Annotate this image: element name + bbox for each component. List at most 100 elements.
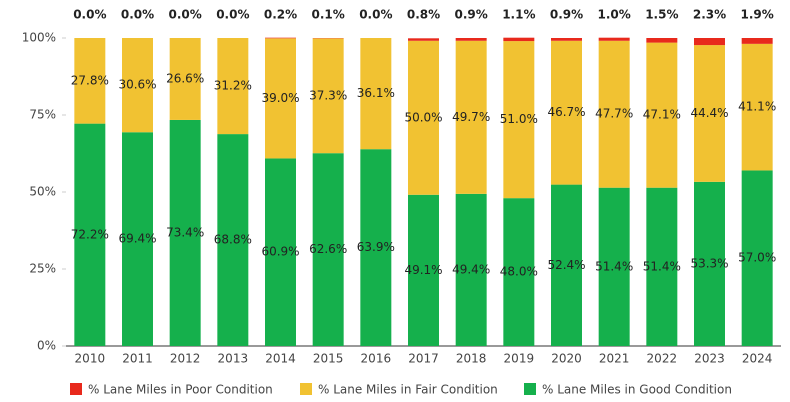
bar-segment (551, 40, 582, 185)
data-label: 69.4% (118, 232, 156, 246)
bar-segment (646, 42, 678, 188)
x-tick-label: 2015 (313, 352, 344, 366)
bar-segment (455, 38, 487, 41)
legend-label: % Lane Miles in Good Condition (542, 383, 732, 397)
bar-segment (408, 40, 439, 195)
data-label: 51.4% (643, 259, 681, 273)
bar-segment (265, 158, 296, 346)
x-tick-label: 2021 (599, 352, 630, 366)
x-tick-label: 2020 (551, 352, 582, 366)
bar-segment (408, 194, 439, 346)
data-label: 0.0% (73, 8, 106, 22)
bar-segment (503, 41, 535, 199)
bar-segment (551, 184, 582, 346)
data-label: 60.9% (261, 245, 299, 259)
data-label: 0.9% (455, 8, 488, 22)
bar-segment (360, 38, 392, 150)
bar-segment (598, 187, 630, 346)
data-label: 63.9% (357, 240, 395, 254)
x-tick-label: 2016 (361, 352, 392, 366)
bar-segment (503, 198, 535, 346)
data-label: 49.4% (452, 262, 490, 276)
bar-segment (503, 37, 535, 42)
data-label: 57.0% (738, 251, 776, 265)
legend-swatch (524, 383, 536, 395)
data-label: 72.2% (71, 227, 109, 241)
bar-segment (646, 38, 678, 43)
data-label: 1.5% (645, 8, 678, 22)
x-tick-label: 2018 (456, 352, 487, 366)
y-tick-label: 75% (29, 108, 56, 122)
data-label: 47.1% (643, 108, 681, 122)
data-label: 0.0% (216, 8, 249, 22)
data-label: 49.7% (452, 110, 490, 124)
data-label: 30.6% (118, 78, 156, 92)
data-label: 52.4% (547, 258, 585, 272)
data-label: 53.3% (690, 256, 728, 270)
bar-segment (741, 43, 773, 171)
data-label: 31.2% (214, 79, 252, 93)
x-tick-label: 2010 (75, 352, 106, 366)
bar-segment (455, 193, 487, 346)
data-label: 36.1% (357, 86, 395, 100)
bar-segment (312, 38, 344, 154)
bar-segment (741, 38, 773, 44)
bar-segment (598, 40, 630, 188)
data-label: 51.4% (595, 259, 633, 273)
y-tick-label: 0% (37, 339, 56, 353)
x-tick-label: 2014 (265, 352, 296, 366)
data-label: 27.8% (71, 73, 109, 87)
data-label: 41.1% (738, 100, 776, 114)
x-tick-label: 2023 (694, 352, 725, 366)
data-label: 0.0% (121, 8, 154, 22)
data-label: 49.1% (404, 263, 442, 277)
bar-segment (360, 149, 392, 346)
data-label: 0.0% (359, 8, 392, 22)
x-tick-label: 2019 (504, 352, 535, 366)
bar-segment (265, 37, 296, 39)
data-label: 47.7% (595, 107, 633, 121)
data-label: 73.4% (166, 225, 204, 239)
bar-segment (169, 119, 201, 346)
bar-segment (74, 38, 106, 124)
x-tick-label: 2011 (122, 352, 153, 366)
bar-segment (408, 38, 439, 41)
y-tick-label: 25% (29, 262, 56, 276)
bar-segment (455, 40, 487, 194)
x-tick-label: 2022 (647, 352, 678, 366)
bar-segment (551, 38, 582, 41)
data-label: 1.9% (741, 8, 774, 22)
legend-label: % Lane Miles in Fair Condition (318, 383, 498, 397)
data-label: 1.1% (502, 8, 535, 22)
data-label: 37.3% (309, 88, 347, 102)
data-label: 39.0% (261, 91, 299, 105)
data-label: 46.7% (547, 105, 585, 119)
data-label: 48.0% (500, 265, 538, 279)
y-tick-label: 100% (22, 31, 56, 45)
x-tick-label: 2013 (218, 352, 249, 366)
y-tick-label: 50% (29, 185, 56, 199)
data-label: 26.6% (166, 71, 204, 85)
data-label: 2.3% (693, 8, 726, 22)
data-label: 62.6% (309, 242, 347, 256)
bar-segment (217, 38, 249, 135)
bar-segment (741, 170, 773, 346)
data-label: 44.4% (690, 106, 728, 120)
data-label: 51.0% (500, 112, 538, 126)
data-label: 0.8% (407, 8, 440, 22)
bar-segment (217, 134, 249, 346)
bar-segment (122, 132, 153, 346)
data-label: 50.0% (404, 110, 442, 124)
bar-segment (122, 38, 153, 133)
x-tick-label: 2024 (742, 352, 773, 366)
legend-swatch (70, 383, 82, 395)
bar-segment (694, 45, 725, 182)
bar-segment (265, 38, 296, 159)
data-label: 0.0% (169, 8, 202, 22)
legend-label: % Lane Miles in Poor Condition (88, 383, 273, 397)
legend-swatch (300, 383, 312, 395)
data-label: 1.0% (598, 8, 631, 22)
data-label: 0.9% (550, 8, 583, 22)
x-tick-label: 2017 (408, 352, 439, 366)
bar-segment (169, 38, 201, 120)
